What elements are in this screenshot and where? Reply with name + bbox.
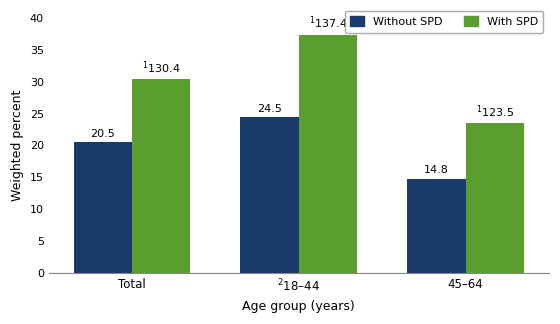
Bar [132, 79, 190, 273]
Text: 14.8: 14.8 [424, 165, 449, 175]
Bar [407, 179, 465, 273]
X-axis label: Age group (years): Age group (years) [242, 300, 355, 313]
Bar [74, 142, 132, 273]
Y-axis label: Weighted percent: Weighted percent [11, 90, 24, 201]
Text: 24.5: 24.5 [257, 104, 282, 114]
Text: $^1$137.4: $^1$137.4 [309, 15, 347, 31]
Text: $^1$130.4: $^1$130.4 [142, 59, 180, 76]
Bar [465, 123, 524, 273]
Legend: Without SPD, With SPD: Without SPD, With SPD [345, 11, 543, 33]
Text: 20.5: 20.5 [91, 129, 115, 139]
Bar [240, 117, 299, 273]
Text: $^1$123.5: $^1$123.5 [475, 103, 514, 120]
Bar [299, 35, 357, 273]
